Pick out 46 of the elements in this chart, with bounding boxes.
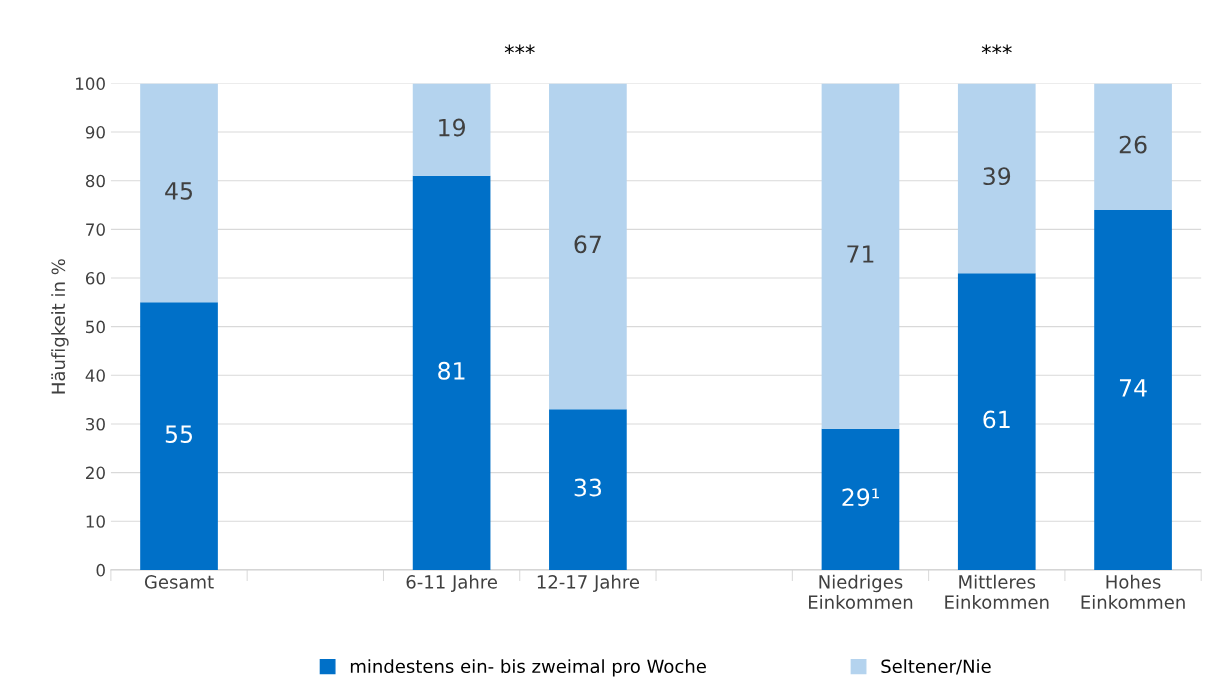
data-label: 55 [165,425,192,443]
bar [821,83,900,429]
y-tick-label: 60 [85,271,105,285]
x-tick-label: Hohes Einkommen [1081,574,1185,609]
y-tick-label: 90 [85,126,105,139]
x-tick-label: 12-17 Jahre [537,574,640,593]
text: *** [504,44,535,54]
bar [140,83,218,303]
data-label: 19 [439,118,465,137]
data-label: 33 [574,478,602,497]
data-label: 61 [983,410,1010,429]
legend-label: Seltener/Nie [881,659,991,675]
data-label: 71 [847,245,874,263]
data-label: 29¹ [842,488,879,507]
bar [1094,83,1172,210]
x-tick-label: Niedriges Einkommen [809,574,913,609]
y-tick-label: 100 [76,77,105,90]
data-label: 45 [165,182,192,200]
bar [412,83,491,176]
y-tick-label: 70 [86,223,105,236]
y-tick-label: 10 [86,515,105,528]
data-label: 74 [1119,379,1147,397]
y-tick-label: 30 [86,417,105,431]
legend-label: mindestens ein- bis zweimal pro Woche [350,659,706,677]
x-tick-label: 6-11 Jahre [406,574,497,593]
bar [549,83,627,410]
bar [957,273,1036,570]
bar [957,83,1036,274]
y-tick-label: 80 [85,174,105,188]
text: *** [981,44,1012,54]
bar [1094,209,1172,570]
data-label: 26 [1119,135,1147,154]
y-tick-label: 40 [85,369,105,382]
y-tick-label: 20 [86,466,105,480]
y-tick-label: 50 [86,320,105,334]
data-label: 67 [574,235,601,254]
data-label: 81 [438,361,465,380]
x-tick-label: Gesamt [144,575,214,589]
bar [140,302,218,570]
data-label: 39 [983,167,1011,186]
y-axis-title: Häufigkeit in % [51,259,69,394]
bar [821,428,900,570]
bar [412,175,491,570]
y-tick-label: 0 [96,563,105,577]
bar [549,409,627,570]
x-tick-label: Mittleres Einkommen [945,574,1049,609]
